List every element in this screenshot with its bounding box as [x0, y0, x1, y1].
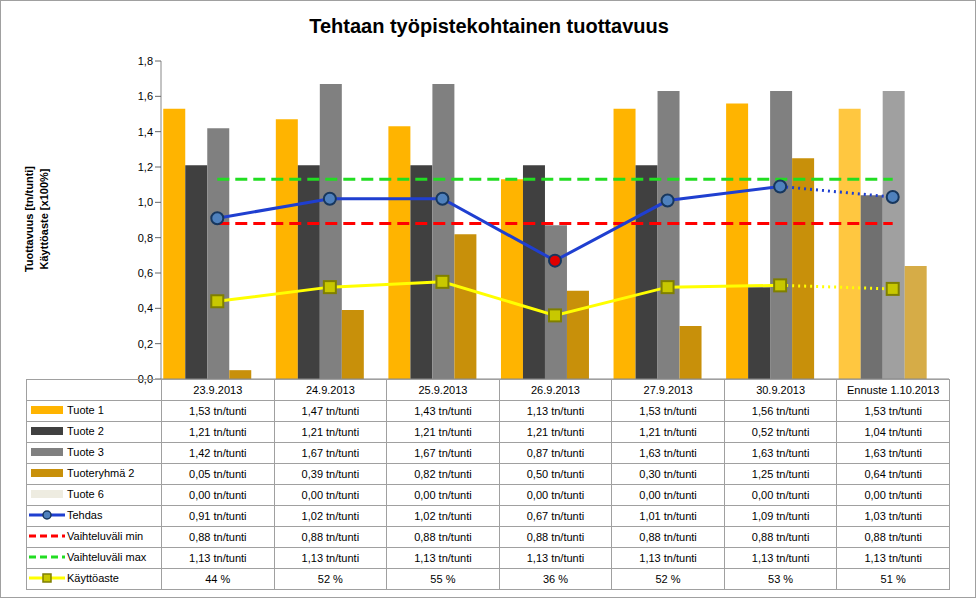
html-text:1,13 tn/tunti: 1,13 tn/tunti	[526, 405, 585, 417]
html-text:53 %: 53 %	[768, 573, 794, 585]
html-text:1,04 tn/tunti: 1,04 tn/tunti	[864, 426, 922, 438]
html-text:0,39 tn/tunti: 0,39 tn/tunti	[301, 468, 360, 480]
svg-text:0,4: 0,4	[138, 302, 153, 314]
html-text:30.9.2013: 30.9.2013	[756, 384, 806, 396]
html-text:27.9.2013: 27.9.2013	[643, 384, 693, 396]
html-text:Tuote 2: Tuote 2	[67, 425, 104, 437]
html-text:1,21 tn/tunti: 1,21 tn/tunti	[301, 426, 360, 438]
html-text:26.9.2013: 26.9.2013	[531, 384, 580, 396]
html-text:1,13 tn/tunti: 1,13 tn/tunti	[414, 552, 472, 564]
html-text:0,64 tn/tunti: 0,64 tn/tunti	[864, 468, 922, 480]
html-text:1,13 tn/tunti: 1,13 tn/tunti	[301, 552, 360, 564]
svg-text:0,2: 0,2	[138, 338, 153, 350]
html-text:Tuoteryhmä 2: Tuoteryhmä 2	[67, 467, 135, 479]
html-text:0,52 tn/tunti: 0,52 tn/tunti	[751, 426, 810, 438]
html-text:1,63 tn/tunti: 1,63 tn/tunti	[639, 447, 697, 459]
svg-text:1,6: 1,6	[138, 90, 153, 102]
html-text:1,21 tn/tunti: 1,21 tn/tunti	[189, 426, 247, 438]
html-text:1,53 tn/tunti: 1,53 tn/tunti	[639, 405, 697, 417]
html-text:1,56 tn/tunti: 1,56 tn/tunti	[751, 405, 810, 417]
svg-text:1,4: 1,4	[138, 126, 153, 138]
html-text:Käyttöaste: Käyttöaste	[67, 572, 119, 584]
html-text:0,00 tn/tunti: 0,00 tn/tunti	[751, 489, 810, 501]
html-text:0,00 tn/tunti: 0,00 tn/tunti	[414, 489, 472, 501]
html-text:Vaihteluväli min: Vaihteluväli min	[67, 530, 144, 542]
html-text:1,63 tn/tunti: 1,63 tn/tunti	[864, 447, 922, 459]
html-text:23.9.2013: 23.9.2013	[193, 384, 243, 396]
html-text:Tehtaan työpistekohtainen tuot: Tehtaan työpistekohtainen tuottavuus	[309, 15, 669, 37]
html-text:1,21 tn/tunti: 1,21 tn/tunti	[414, 426, 472, 438]
html-text:25.9.2013: 25.9.2013	[418, 384, 468, 396]
html-text:Tuote 3: Tuote 3	[67, 446, 104, 458]
html-text:0,50 tn/tunti: 0,50 tn/tunti	[526, 468, 585, 480]
html-text:0,00 tn/tunti: 0,00 tn/tunti	[301, 489, 360, 501]
html-text:1,42 tn/tunti: 1,42 tn/tunti	[189, 447, 247, 459]
html-text:1,67 tn/tunti: 1,67 tn/tunti	[414, 447, 472, 459]
html-text:1,13 tn/tunti: 1,13 tn/tunti	[751, 552, 810, 564]
html-text:1,53 tn/tunti: 1,53 tn/tunti	[189, 405, 247, 417]
html-text:Tuottavuus [tn/tunti]: Tuottavuus [tn/tunti]	[23, 166, 35, 273]
html-text:0,88 tn/tunti: 0,88 tn/tunti	[751, 531, 810, 543]
html-text:0,88 tn/tunti: 0,88 tn/tunti	[526, 531, 585, 543]
html-text:24.9.2013: 24.9.2013	[305, 384, 355, 396]
html-text:52 %: 52 %	[317, 573, 343, 585]
html-text:1,01 tn/tunti: 1,01 tn/tunti	[639, 510, 697, 522]
svg-text:0,6: 0,6	[138, 267, 153, 279]
html-text:1,63 tn/tunti: 1,63 tn/tunti	[751, 447, 810, 459]
html-text:1,67 tn/tunti: 1,67 tn/tunti	[301, 447, 360, 459]
html-text:1,47 tn/tunti: 1,47 tn/tunti	[301, 405, 360, 417]
html-text:1,25 tn/tunti: 1,25 tn/tunti	[751, 468, 810, 480]
html-text:0,00 tn/tunti: 0,00 tn/tunti	[864, 489, 922, 501]
html-text:0,87 tn/tunti: 0,87 tn/tunti	[526, 447, 585, 459]
svg-text:0,8: 0,8	[138, 232, 153, 244]
html-text:0,05 tn/tunti: 0,05 tn/tunti	[189, 468, 247, 480]
html-text:0,30 tn/tunti: 0,30 tn/tunti	[639, 468, 697, 480]
html-text:55 %: 55 %	[430, 573, 456, 585]
html-text:1,02 tn/tunti: 1,02 tn/tunti	[414, 510, 472, 522]
html-text:1,21 tn/tunti: 1,21 tn/tunti	[639, 426, 697, 438]
html-text:0,00 tn/tunti: 0,00 tn/tunti	[639, 489, 697, 501]
html-text:Käyttöaste [x100%]: Käyttöaste [x100%]	[38, 168, 50, 270]
html-text:0,88 tn/tunti: 0,88 tn/tunti	[864, 531, 922, 543]
html-text:Ennuste 1.10.2013: Ennuste 1.10.2013	[847, 384, 940, 396]
svg-text:1,2: 1,2	[138, 161, 153, 173]
html-text:0,67 tn/tunti: 0,67 tn/tunti	[526, 510, 585, 522]
html-text:1,13 tn/tunti: 1,13 tn/tunti	[526, 552, 585, 564]
html-text:1,03 tn/tunti: 1,03 tn/tunti	[864, 510, 922, 522]
html-text:44 %: 44 %	[205, 573, 231, 585]
html-text:0,00 tn/tunti: 0,00 tn/tunti	[189, 489, 247, 501]
html-text:1,21 tn/tunti: 1,21 tn/tunti	[526, 426, 585, 438]
html-text:0,88 tn/tunti: 0,88 tn/tunti	[301, 531, 360, 543]
svg-text:1,0: 1,0	[138, 196, 153, 208]
html-text:0,82 tn/tunti: 0,82 tn/tunti	[414, 468, 472, 480]
html-text:0,88 tn/tunti: 0,88 tn/tunti	[414, 531, 472, 543]
html-text:1,13 tn/tunti: 1,13 tn/tunti	[189, 552, 247, 564]
html-text:1,09 tn/tunti: 1,09 tn/tunti	[751, 510, 810, 522]
html-text:36 %: 36 %	[542, 573, 568, 585]
html-text:1,13 tn/tunti: 1,13 tn/tunti	[639, 552, 697, 564]
html-text:Tuote 6: Tuote 6	[67, 488, 104, 500]
html-text:52 %: 52 %	[655, 573, 681, 585]
html-text:Vaihteluväli max: Vaihteluväli max	[67, 551, 147, 563]
html-text:0,00 tn/tunti: 0,00 tn/tunti	[526, 489, 585, 501]
svg-text:1,8: 1,8	[138, 55, 153, 67]
html-text:0,88 tn/tunti: 0,88 tn/tunti	[189, 531, 247, 543]
html-text:1,43 tn/tunti: 1,43 tn/tunti	[414, 405, 472, 417]
html-text:0,91 tn/tunti: 0,91 tn/tunti	[189, 510, 247, 522]
html-text:1,13 tn/tunti: 1,13 tn/tunti	[864, 552, 922, 564]
svg-text:0,0: 0,0	[137, 372, 153, 385]
html-text:0,88 tn/tunti: 0,88 tn/tunti	[639, 531, 697, 543]
html-text:Tehdas: Tehdas	[67, 509, 103, 521]
html-text:1,02 tn/tunti: 1,02 tn/tunti	[301, 510, 360, 522]
html-text:Tuote 1: Tuote 1	[67, 404, 104, 416]
html-text:1,53 tn/tunti: 1,53 tn/tunti	[864, 405, 922, 417]
html-text:51 %: 51 %	[880, 573, 906, 585]
